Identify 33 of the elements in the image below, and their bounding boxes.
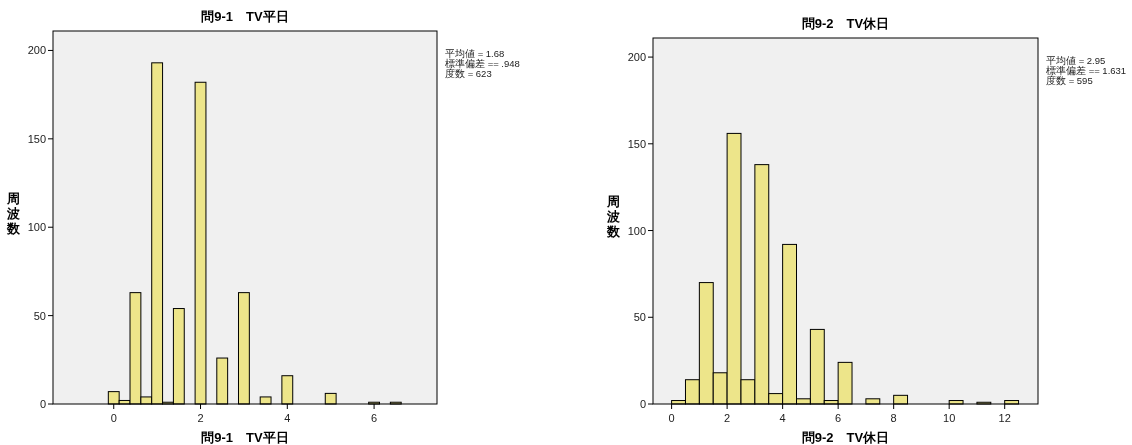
y-axis-title: 周波数 (5, 190, 21, 236)
text: 度数 = 595 (1046, 75, 1093, 86)
text: 平均値 = 1.68 (445, 48, 505, 59)
x-axis-title: 問9-2 TV休日 (801, 430, 890, 445)
x-tick-label: 6 (371, 412, 378, 424)
y-tick-label: 150 (627, 137, 646, 150)
y-axis-title: 周波数 (605, 194, 621, 239)
text: 平均値 = 2.95 (1046, 55, 1106, 66)
x-tick-label: 10 (943, 412, 956, 424)
y-tick-label: 100 (27, 221, 46, 234)
text: 度数 = 623 (445, 68, 492, 79)
y-tick-label: 0 (639, 398, 646, 410)
y-tick-label: 50 (33, 309, 46, 322)
x-tick-label: 4 (284, 412, 291, 424)
x-axis-title: 問9-1 TV平日 (201, 430, 289, 445)
chart-title: 問9-1 TV平日 (201, 9, 289, 24)
x-tick-label: 4 (779, 412, 786, 424)
x-tick-label: 2 (197, 412, 204, 424)
text: 標準偏差 == .948 (445, 58, 520, 69)
x-tick-label: 12 (998, 412, 1011, 424)
y-tick-label: 0 (39, 398, 46, 410)
y-tick-label: 150 (27, 132, 46, 145)
x-tick-label: 2 (724, 412, 731, 424)
x-tick-label: 0 (110, 412, 117, 424)
text: 標準偏差 == 1.631 (1046, 65, 1127, 76)
chart-title: 問9-2 TV休日 (801, 16, 890, 31)
y-tick-label: 200 (27, 44, 46, 57)
x-tick-label: 0 (668, 412, 675, 424)
y-tick-label: 50 (633, 311, 646, 324)
y-tick-label: 200 (627, 51, 646, 64)
x-tick-label: 8 (890, 412, 897, 424)
x-tick-label: 6 (835, 412, 842, 424)
y-tick-label: 100 (627, 224, 646, 237)
